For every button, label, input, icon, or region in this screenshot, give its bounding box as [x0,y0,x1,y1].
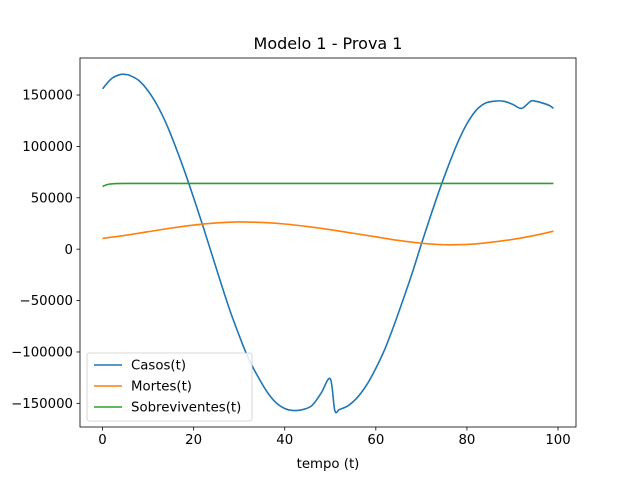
y-tick-label: −50000 [20,294,73,309]
x-tick-label: 60 [367,433,384,448]
legend-label: Mortes(t) [131,380,192,395]
x-tick-label: 0 [98,433,106,448]
y-tick-label: 150000 [22,89,73,104]
axes-layer: 0 20 40 60 80 100 −150000 −100000 −50000 0 50000 10… [11,89,571,448]
y-tick-label: −100000 [11,346,73,361]
x-tick-label: 40 [276,433,293,448]
series-line-sobreviventes-t [102,182,554,188]
x-axis-label: tempo (t) [297,457,360,472]
legend-label: Casos(t) [131,359,186,374]
chart-title: Modelo 1 - Prova 1 [254,34,403,53]
legend-label: Sobreviventes(t) [131,401,241,416]
x-tick-label: 100 [545,433,570,448]
legend: Casos(t) Mortes(t) Sobreviventes(t) [86,352,253,422]
series-line-casos-t [101,73,554,414]
series-layer [101,73,554,414]
x-tick-label: 20 [185,433,202,448]
series-line-mortes-t [102,221,554,246]
y-tick-label: 100000 [22,140,73,155]
legend-box [86,352,253,422]
x-tick-label: 80 [458,433,475,448]
y-tick-label: 0 [65,243,73,258]
y-tick-label: −150000 [11,397,73,412]
y-tick-label: 50000 [31,191,73,206]
plot-frame [79,57,577,428]
